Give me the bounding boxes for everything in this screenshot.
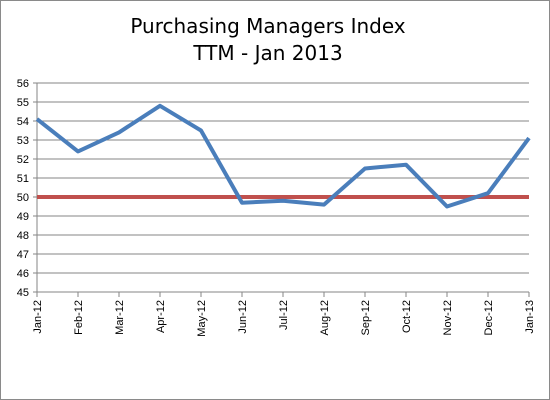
pmi-data-point [281,199,285,203]
threshold-data-point [117,195,121,199]
x-tick-label: Apr-12 [155,300,167,333]
x-tick-label: Jan-13 [524,300,536,334]
pmi-data-point [76,149,80,153]
x-tick-label: Oct-12 [401,300,413,333]
x-tick-label: Nov-12 [442,300,454,335]
y-tick-label: 47 [17,249,29,261]
threshold-data-point [363,195,367,199]
threshold-data-point [445,195,449,199]
pmi-series-line [35,103,531,209]
gridlines [37,82,529,274]
chart-subtitle: TTM - Jan 2013 [192,41,342,65]
x-tick-label: Sep-12 [360,300,372,335]
threshold-data-point [527,195,531,199]
y-tick-label: 54 [17,116,29,128]
threshold-data-point [35,195,39,199]
x-tick-label: Mar-12 [114,300,126,335]
threshold-data-point [281,195,285,199]
x-tick-label: Jun-12 [237,300,249,334]
pmi-data-point [35,117,39,121]
pmi-data-point [158,104,162,108]
pmi-data-point [322,203,326,207]
y-tick-label: 46 [17,268,29,280]
pmi-data-point [404,163,408,167]
y-tick-label: 49 [17,211,29,223]
y-tick-label: 55 [17,97,29,109]
pmi-data-point [363,167,367,171]
y-tick-label: 50 [17,192,29,204]
x-tick-label: Aug-12 [319,300,331,335]
x-tick-label: Dec-12 [483,300,495,335]
y-tick-labels: 45 46 47 48 49 50 51 52 53 54 55 56 [17,78,29,299]
pmi-data-point [445,205,449,209]
threshold-data-point [158,195,162,199]
pmi-data-point [240,201,244,205]
y-tick-label: 48 [17,230,29,242]
threshold-data-point [76,195,80,199]
y-tick-label: 51 [17,173,29,185]
threshold-data-point [404,195,408,199]
x-tick-label: May-12 [196,300,208,337]
y-tick-label: 45 [17,287,29,299]
series [35,103,531,209]
threshold-data-point [322,195,326,199]
x-tick-label: Jan-12 [32,300,44,334]
threshold-data-point [199,195,203,199]
x-tick-label: Jul-12 [278,300,290,330]
y-tick-label: 56 [17,78,29,90]
pmi-data-point [199,129,203,133]
x-tick-labels: Jan-12 Feb-12 Mar-12 Apr-12 May-12 Jun-12 Jul-… [32,300,536,337]
pmi-data-point [486,191,490,195]
y-tick-label: 52 [17,154,29,166]
x-tick-label: Feb-12 [73,300,85,335]
axes [33,82,530,297]
chart-title: Purchasing Managers Index [130,14,405,38]
pmi-data-point [527,136,531,140]
pmi-data-point [117,130,121,134]
y-tick-label: 53 [17,135,29,147]
